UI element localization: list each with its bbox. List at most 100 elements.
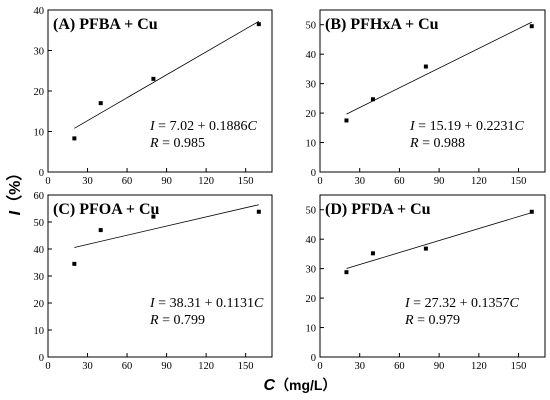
- y-tick-label: 0: [39, 353, 44, 364]
- r-label: R: [409, 136, 419, 151]
- equation-lhs: I: [404, 296, 411, 311]
- data-point: [256, 22, 261, 27]
- panel-b: 0 30 60 90 120 150 0 10 20 30 40 50 (B) PFHxA + Cu I …: [306, 9, 546, 187]
- y-tick-label: 20: [306, 294, 317, 305]
- panel-title: (B) PFHxA + Cu: [325, 16, 439, 33]
- data-point: [256, 209, 261, 214]
- x-tick-label: 150: [511, 176, 527, 187]
- y-tick-label: 0: [311, 168, 316, 179]
- panel-title: (C) PFOA + Cu: [53, 201, 160, 218]
- y-tick-label: 10: [34, 128, 45, 139]
- panel-frame: [319, 9, 546, 173]
- data-point: [529, 209, 534, 214]
- correlation-r: R = 0.799: [149, 313, 205, 328]
- x-tick-label: 60: [122, 361, 133, 372]
- r-value: = 0.979: [414, 313, 460, 328]
- equation-var: C: [254, 296, 264, 311]
- data-point: [98, 228, 103, 233]
- y-tick-label: 20: [34, 87, 45, 98]
- x-tick-label: 30: [82, 361, 93, 372]
- data-point: [151, 76, 156, 81]
- x-tick-label: 0: [317, 361, 322, 372]
- x-tick-label: 0: [45, 176, 50, 187]
- x-tick-label: 90: [161, 176, 172, 187]
- panel-title: (A) PFBA + Cu: [53, 16, 158, 33]
- equation-var: C: [514, 119, 524, 134]
- equation-lhs: I: [409, 119, 416, 134]
- correlation-r: R = 0.988: [409, 136, 465, 151]
- x-tick-label: 150: [511, 361, 527, 372]
- panel-frame: [319, 194, 546, 358]
- panels-group: 0 30 60 90 120 150 0 10 20 30 40 (A) PFBA + Cu I = 7…: [34, 6, 546, 372]
- r-label: R: [149, 136, 159, 151]
- r-label: R: [149, 313, 159, 328]
- r-label: R: [404, 313, 414, 328]
- y-tick-label: 30: [306, 80, 317, 91]
- x-tick-label: 150: [238, 361, 254, 372]
- y-tick-label: 40: [306, 50, 317, 61]
- data-point: [151, 214, 156, 219]
- r-value: = 0.799: [159, 313, 205, 328]
- x-axis-symbol: C: [263, 377, 275, 394]
- data-point: [72, 136, 77, 141]
- correlation-r: R = 0.979: [404, 313, 460, 328]
- y-tick-label: 10: [306, 139, 317, 150]
- y-tick-label: 0: [311, 353, 316, 364]
- equation-rhs: = 7.02 + 0.1886: [155, 119, 248, 134]
- y-tick-label: 30: [306, 265, 317, 276]
- y-tick-label: 40: [34, 245, 45, 256]
- data-point: [529, 24, 534, 29]
- x-tick-label: 90: [161, 361, 172, 372]
- fit-equation: I = 15.19 + 0.2231C: [409, 119, 524, 134]
- x-tick-label: 60: [122, 176, 133, 187]
- fit-equation: I = 27.32 + 0.1357C: [404, 296, 519, 311]
- data-point: [423, 246, 428, 251]
- fit-equation: I = 7.02 + 0.1886C: [149, 119, 257, 134]
- data-point: [370, 97, 375, 102]
- x-tick-label: 90: [434, 176, 445, 187]
- fit-line: [346, 212, 532, 269]
- fit-line: [74, 21, 260, 129]
- data-point: [344, 270, 349, 275]
- x-tick-label: 0: [45, 361, 50, 372]
- y-tick-label: 60: [34, 191, 45, 202]
- x-tick-label: 60: [394, 176, 405, 187]
- panel-title: (D) PFDA + Cu: [325, 201, 431, 218]
- data-point: [344, 118, 349, 123]
- x-tick-label: 120: [198, 361, 214, 372]
- fit-equation: I = 38.31 + 0.1131C: [149, 296, 264, 311]
- y-tick-label: 10: [34, 326, 45, 337]
- y-tick-label: 30: [34, 272, 45, 283]
- x-tick-label: 120: [198, 176, 214, 187]
- panel-c: 0 30 60 90 120 150 0 10 20 30 40 50 60 (C) PFOA + Cu I…: [34, 191, 273, 372]
- panel-frame: [47, 194, 273, 358]
- fit-line: [346, 21, 532, 115]
- data-point: [72, 261, 77, 266]
- y-tick-label: 30: [34, 47, 45, 58]
- y-tick-label: 10: [306, 324, 317, 335]
- r-value: = 0.988: [419, 136, 465, 151]
- data-point: [370, 251, 375, 256]
- data-point: [423, 64, 428, 69]
- y-tick-label: 20: [306, 109, 317, 120]
- panel-d: 0 30 60 90 120 150 0 10 20 30 40 50 (D) PFDA + Cu I =…: [306, 194, 546, 372]
- x-tick-label: 90: [434, 361, 445, 372]
- y-tick-label: 0: [39, 168, 44, 179]
- y-tick-label: 50: [34, 218, 45, 229]
- y-axis-symbol: I: [7, 210, 24, 215]
- equation-var: C: [247, 119, 257, 134]
- r-value: = 0.985: [159, 136, 205, 151]
- correlation-r: R = 0.985: [149, 136, 205, 151]
- data-point: [98, 101, 103, 106]
- equation-var: C: [509, 296, 519, 311]
- x-tick-label: 150: [238, 176, 254, 187]
- y-tick-label: 50: [306, 206, 317, 217]
- y-tick-label: 40: [306, 235, 317, 246]
- equation-lhs: I: [149, 296, 156, 311]
- equation-lhs: I: [149, 119, 156, 134]
- equation-rhs: = 15.19 + 0.2231: [415, 119, 515, 134]
- x-tick-label: 30: [354, 361, 365, 372]
- x-tick-label: 120: [471, 361, 487, 372]
- panel-a: 0 30 60 90 120 150 0 10 20 30 40 (A) PFBA + Cu I = 7…: [34, 6, 273, 187]
